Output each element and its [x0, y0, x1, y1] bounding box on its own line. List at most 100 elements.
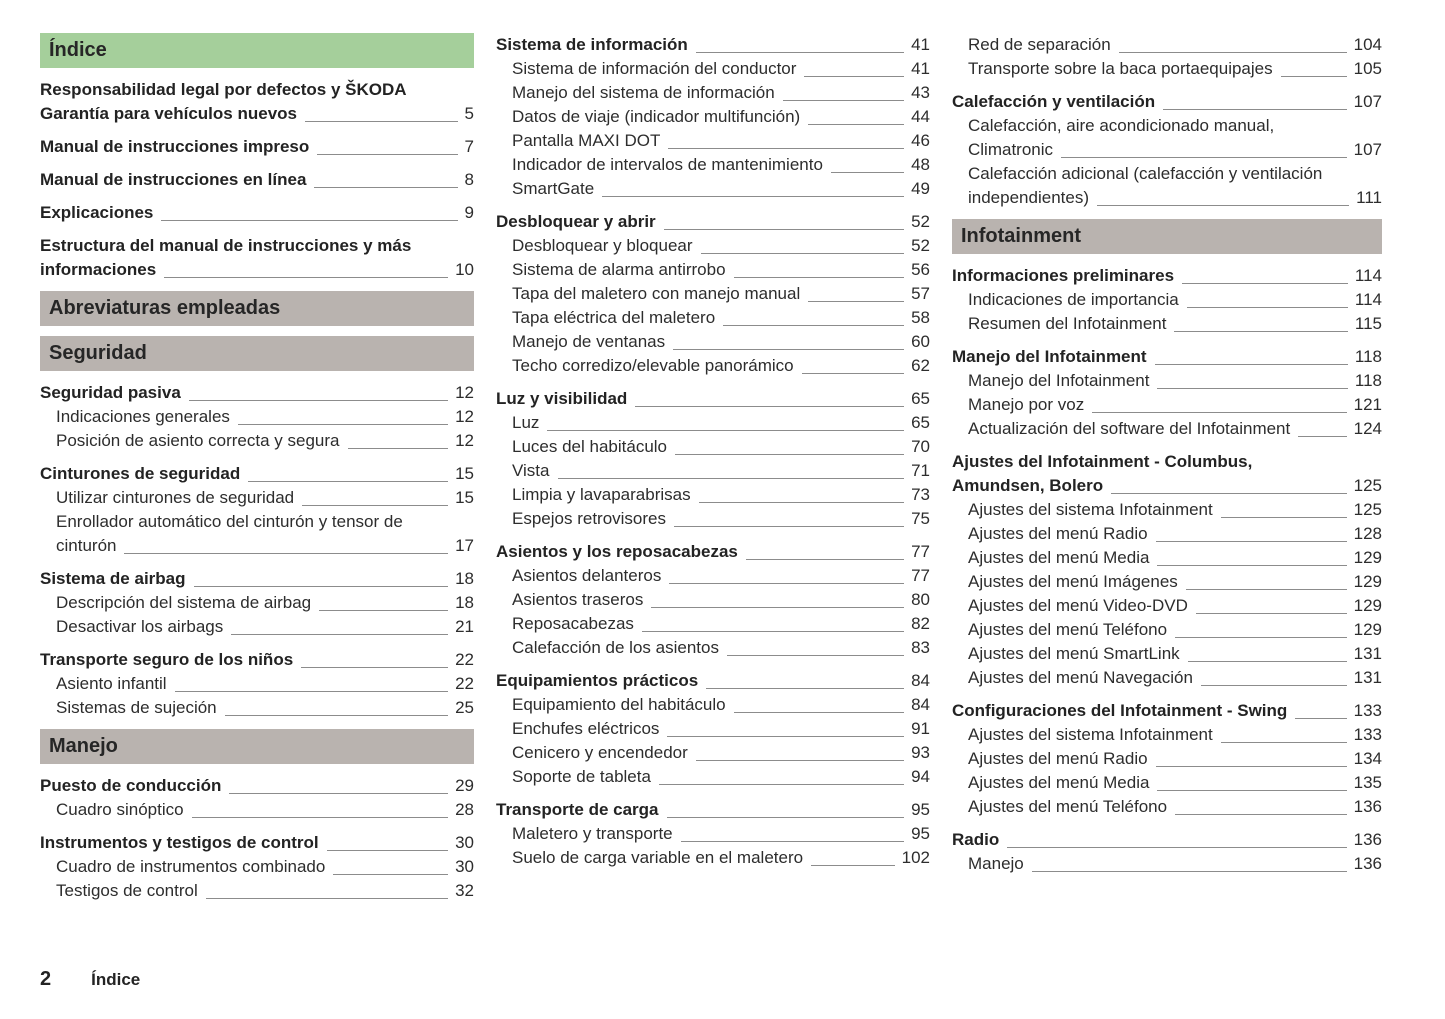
- toc-entry[interactable]: Manejo 136: [952, 852, 1382, 876]
- toc-entry[interactable]: Testigos de control 32: [40, 879, 474, 903]
- toc-group: Transporte seguro de los niños 22 Asiento …: [40, 648, 474, 720]
- toc-entry[interactable]: Calefacción adicional (calefacción y ven…: [952, 162, 1382, 210]
- toc-entry-page: 49: [911, 179, 930, 198]
- toc-entry[interactable]: Manejo de ventanas 60: [496, 330, 930, 354]
- toc-entry[interactable]: Ajustes del menú Teléfono 129: [952, 618, 1382, 642]
- toc-entry[interactable]: Indicaciones generales 12: [40, 405, 474, 429]
- toc-entry[interactable]: Descripción del sistema de airbag 18: [40, 591, 474, 615]
- toc-entry-page: 104: [1353, 35, 1382, 54]
- toc-entry[interactable]: Seguridad pasiva 12: [40, 381, 474, 405]
- toc-entry[interactable]: Desactivar los airbags 21: [40, 615, 474, 639]
- toc-entry[interactable]: Asiento infantil 22: [40, 672, 474, 696]
- toc-entry[interactable]: Manejo del sistema de información 43: [496, 81, 930, 105]
- toc-entry[interactable]: Sistema de información del conductor 41: [496, 57, 930, 81]
- toc-entry[interactable]: Ajustes del menú Media 135: [952, 771, 1382, 795]
- toc-entry[interactable]: Maletero y transporte 95: [496, 822, 930, 846]
- toc-entry[interactable]: Suelo de carga variable en el maletero 10…: [496, 846, 930, 870]
- toc-entry[interactable]: Manejo del Infotainment 118: [952, 345, 1382, 369]
- toc-entry[interactable]: Actualización del software del Infotainm…: [952, 417, 1382, 441]
- toc-entry[interactable]: Cinturones de seguridad 15: [40, 462, 474, 486]
- toc-entry[interactable]: Manual de instrucciones en línea 8: [40, 168, 474, 192]
- toc-entry[interactable]: Estructura del manual de instrucciones y…: [40, 234, 474, 282]
- toc-entry-page: 48: [911, 155, 930, 174]
- toc-entry-title: Posición de asiento correcta y segura: [56, 431, 340, 450]
- toc-entry[interactable]: Manejo del Infotainment 118: [952, 369, 1382, 393]
- toc-entry[interactable]: Configuraciones del Infotainment - Swing…: [952, 699, 1382, 723]
- toc-entry[interactable]: Techo corredizo/elevable panorámico 62: [496, 354, 930, 378]
- toc-entry-page: 107: [1353, 140, 1382, 159]
- toc-entry-title: Instrumentos y testigos de control: [40, 833, 319, 852]
- toc-entry[interactable]: Ajustes del Infotainment - Columbus, Amun…: [952, 450, 1382, 498]
- toc-entry[interactable]: Calefacción, aire acondicionado manual, C…: [952, 114, 1382, 162]
- toc-entry[interactable]: Soporte de tableta 94: [496, 765, 930, 789]
- toc-entry[interactable]: Tapa del maletero con manejo manual 57: [496, 282, 930, 306]
- toc-entry-page: 121: [1353, 395, 1382, 414]
- toc-entry[interactable]: Ajustes del menú Teléfono 136: [952, 795, 1382, 819]
- toc-entry[interactable]: Explicaciones 9: [40, 201, 474, 225]
- toc-entry[interactable]: Limpia y lavaparabrisas 73: [496, 483, 930, 507]
- toc-entry[interactable]: Equipamiento del habitáculo 84: [496, 693, 930, 717]
- toc-entry[interactable]: Sistema de alarma antirrobo 56: [496, 258, 930, 282]
- toc-entry[interactable]: Ajustes del menú SmartLink 131: [952, 642, 1382, 666]
- toc-entry[interactable]: Cuadro de instrumentos combinado 30: [40, 855, 474, 879]
- toc-entry-title: Ajustes del sistema Infotainment: [968, 500, 1213, 519]
- toc-entry[interactable]: Red de separación 104: [952, 33, 1382, 57]
- toc-entry[interactable]: Ajustes del menú Radio 128: [952, 522, 1382, 546]
- toc-entry[interactable]: Transporte sobre la baca portaequipajes 1…: [952, 57, 1382, 81]
- toc-entry-title: cinturón: [56, 536, 117, 555]
- toc-entry[interactable]: Desbloquear y abrir 52: [496, 210, 930, 234]
- toc-entry[interactable]: Responsabilidad legal por defectos y ŠKO…: [40, 78, 474, 126]
- toc-entry-page: 5: [464, 104, 474, 123]
- toc-entry[interactable]: Cuadro sinóptico 28: [40, 798, 474, 822]
- toc-entry[interactable]: Sistema de airbag 18: [40, 567, 474, 591]
- toc-entry[interactable]: Luz y visibilidad 65: [496, 387, 930, 411]
- toc-entry-title: Manejo por voz: [968, 395, 1085, 414]
- toc-entry[interactable]: Enrollador automático del cinturón y ten…: [40, 510, 474, 558]
- toc-entry[interactable]: Resumen del Infotainment 115: [952, 312, 1382, 336]
- toc-entry[interactable]: Posición de asiento correcta y segura 12: [40, 429, 474, 453]
- toc-entry[interactable]: Calefacción de los asientos 83: [496, 636, 930, 660]
- toc-entry[interactable]: Calefacción y ventilación 107: [952, 90, 1382, 114]
- toc-entry[interactable]: Equipamientos prácticos 84: [496, 669, 930, 693]
- toc-entry[interactable]: Transporte de carga 95: [496, 798, 930, 822]
- toc-entry[interactable]: Vista 71: [496, 459, 930, 483]
- toc-entry[interactable]: Pantalla MAXI DOT 46: [496, 129, 930, 153]
- toc-entry[interactable]: Asientos y los reposacabezas 77: [496, 540, 930, 564]
- toc-entry[interactable]: Ajustes del menú Media 129: [952, 546, 1382, 570]
- toc-entry[interactable]: Ajustes del menú Imágenes 129: [952, 570, 1382, 594]
- toc-entry[interactable]: Asientos traseros 80: [496, 588, 930, 612]
- toc-entry[interactable]: Sistemas de sujeción 25: [40, 696, 474, 720]
- toc-entry[interactable]: Indicador de intervalos de mantenimiento…: [496, 153, 930, 177]
- toc-entry[interactable]: Ajustes del menú Video-DVD 129: [952, 594, 1382, 618]
- toc-entry[interactable]: Ajustes del menú Navegación 131: [952, 666, 1382, 690]
- toc-entry[interactable]: Datos de viaje (indicador multifunción) 4…: [496, 105, 930, 129]
- toc-entry-page: 22: [455, 650, 474, 669]
- toc-entry[interactable]: Espejos retrovisores 75: [496, 507, 930, 531]
- toc-entry[interactable]: Indicaciones de importancia 114: [952, 288, 1382, 312]
- toc-entry[interactable]: Desbloquear y bloquear 52: [496, 234, 930, 258]
- toc-column-left: Índice Responsabilidad legal por defectos…: [40, 33, 474, 912]
- toc-entry[interactable]: Ajustes del menú Radio 134: [952, 747, 1382, 771]
- toc-entry[interactable]: Enchufes eléctricos 91: [496, 717, 930, 741]
- toc-entry[interactable]: Instrumentos y testigos de control 30: [40, 831, 474, 855]
- toc-entry[interactable]: Luces del habitáculo 70: [496, 435, 930, 459]
- toc-entry[interactable]: Transporte seguro de los niños 22: [40, 648, 474, 672]
- leader-line: [602, 196, 905, 197]
- toc-entry[interactable]: Tapa eléctrica del maletero 58: [496, 306, 930, 330]
- toc-entry[interactable]: Reposacabezas 82: [496, 612, 930, 636]
- toc-entry[interactable]: Ajustes del sistema Infotainment 133: [952, 723, 1382, 747]
- toc-entry-title: Manejo del Infotainment: [968, 371, 1150, 390]
- toc-entry[interactable]: SmartGate 49: [496, 177, 930, 201]
- toc-entry[interactable]: Manual de instrucciones impreso 7: [40, 135, 474, 159]
- toc-entry[interactable]: Sistema de información 41: [496, 33, 930, 57]
- toc-entry[interactable]: Informaciones preliminares 114: [952, 264, 1382, 288]
- toc-entry[interactable]: Manejo por voz 121: [952, 393, 1382, 417]
- toc-entry[interactable]: Luz 65: [496, 411, 930, 435]
- toc-entry[interactable]: Radio 136: [952, 828, 1382, 852]
- toc-entry[interactable]: Puesto de conducción 29: [40, 774, 474, 798]
- toc-entry[interactable]: Ajustes del sistema Infotainment 125: [952, 498, 1382, 522]
- toc-entry[interactable]: Cenicero y encendedor 93: [496, 741, 930, 765]
- toc-entry[interactable]: Asientos delanteros 77: [496, 564, 930, 588]
- toc-entry-title: Manejo del sistema de información: [512, 83, 775, 102]
- toc-entry[interactable]: Utilizar cinturones de seguridad 15: [40, 486, 474, 510]
